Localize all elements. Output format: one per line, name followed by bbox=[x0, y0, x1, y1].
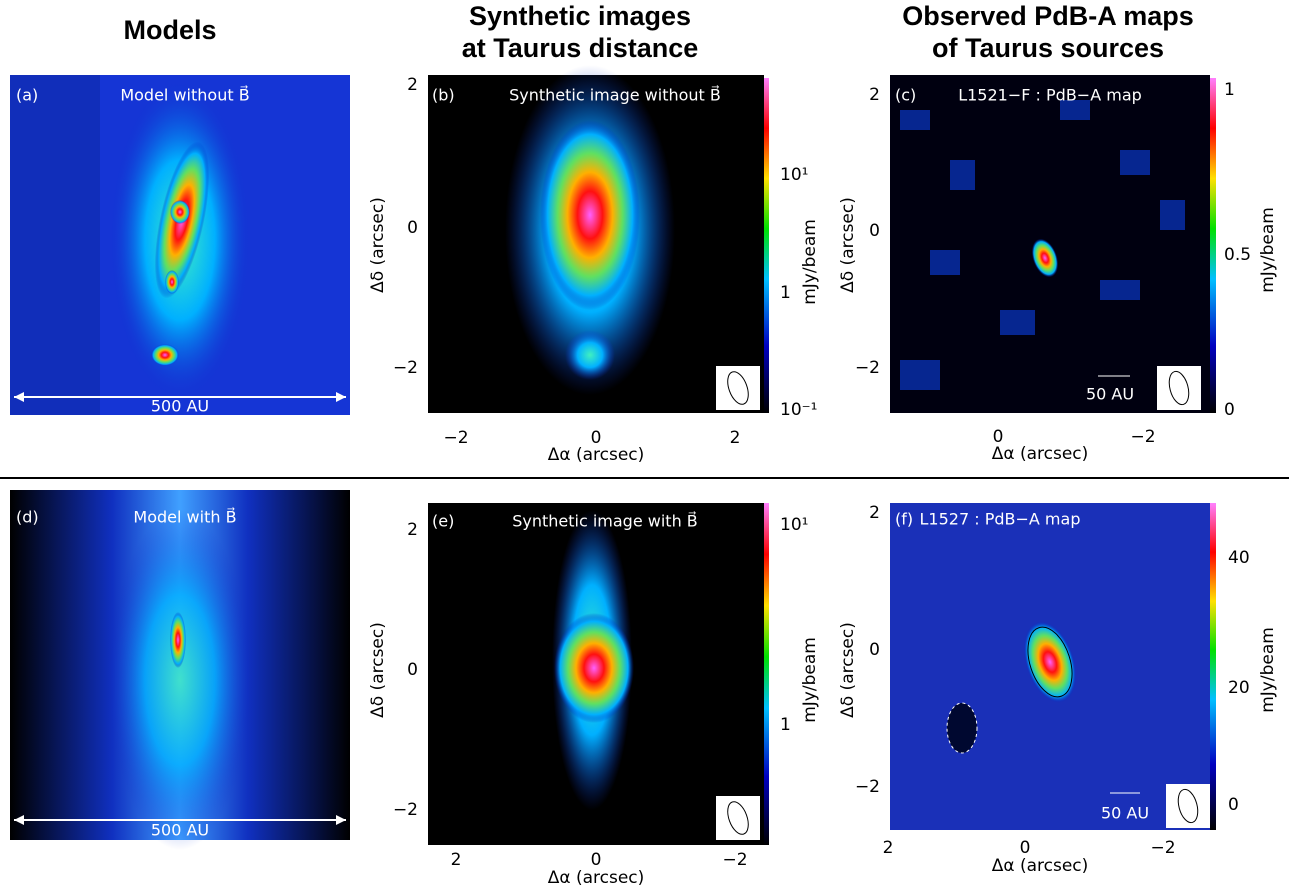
image-e-core bbox=[554, 613, 634, 723]
colorbar-label: mJy/beam bbox=[1258, 627, 1278, 713]
image-a-core bbox=[165, 270, 179, 294]
colorbar-tick-label: 0.5 bbox=[1224, 245, 1251, 265]
image-f-contour bbox=[946, 702, 978, 754]
scale-label: 500 AU bbox=[151, 397, 209, 416]
panel-label: (e) bbox=[432, 512, 454, 531]
y-tick-label: 2 bbox=[407, 75, 418, 95]
colorbar-tick-label: 1 bbox=[780, 715, 791, 735]
colorbar bbox=[1210, 78, 1216, 413]
x-tick-label: 2 bbox=[451, 850, 462, 870]
panel-title: Model with B⃗ bbox=[133, 507, 236, 527]
colorbar bbox=[764, 78, 769, 413]
colorbar-tick-label: 40 bbox=[1228, 548, 1250, 568]
y-tick-label: 2 bbox=[869, 85, 880, 105]
panel-label: (a) bbox=[16, 86, 38, 105]
y-tick-label: 2 bbox=[407, 520, 418, 540]
image-b-core bbox=[540, 120, 640, 310]
y-axis-label: Δδ (arcsec) bbox=[838, 622, 858, 718]
y-tick-label: 2 bbox=[869, 503, 880, 523]
x-tick-label: 2 bbox=[883, 838, 894, 858]
x-tick-label: 0 bbox=[591, 850, 602, 870]
scale-label: 50 AU bbox=[1101, 804, 1149, 823]
colorbar bbox=[1210, 503, 1216, 830]
panel-title: Synthetic image with B⃗ bbox=[512, 511, 698, 531]
beam-box bbox=[1157, 366, 1201, 410]
x-axis-label: Δα (arcsec) bbox=[992, 856, 1089, 876]
y-tick-label: −2 bbox=[855, 358, 880, 378]
scale-label: 50 AU bbox=[1086, 385, 1134, 404]
scale-label: 500 AU bbox=[151, 821, 209, 840]
colorbar-tick-label: 1 bbox=[780, 283, 791, 303]
column-title: Models bbox=[123, 15, 216, 45]
y-tick-label: 0 bbox=[869, 221, 880, 241]
image-c-source bbox=[1031, 238, 1059, 278]
panel-label: (f) bbox=[895, 510, 913, 529]
y-tick-label: 0 bbox=[407, 660, 418, 680]
y-tick-label: −2 bbox=[393, 358, 418, 378]
colorbar-label: mJy/beam bbox=[800, 219, 820, 305]
column-title: Observed PdB-A maps bbox=[902, 1, 1194, 31]
image-a-core bbox=[151, 344, 179, 366]
colorbar-label: mJy/beam bbox=[800, 637, 820, 723]
panel-label: (d) bbox=[16, 508, 39, 527]
x-tick-label: −2 bbox=[1130, 427, 1155, 447]
colorbar bbox=[764, 503, 769, 845]
beam bbox=[727, 371, 749, 405]
panel-label: (c) bbox=[895, 86, 916, 105]
image-b-blob bbox=[565, 330, 615, 380]
x-tick-label: 0 bbox=[1020, 838, 1031, 858]
image-f-hole bbox=[947, 703, 977, 753]
beam bbox=[1168, 370, 1190, 406]
panel-title: L1527 : PdB−A map bbox=[920, 510, 1081, 529]
panel-title: L1521−F : PdB−A map bbox=[958, 86, 1142, 105]
colorbar-tick-label: 10¹ bbox=[780, 165, 808, 185]
column-title: Synthetic images bbox=[469, 1, 691, 31]
x-tick-label: 0 bbox=[993, 427, 1004, 447]
colorbar-tick-label: 10⁻¹ bbox=[780, 400, 817, 420]
colorbar-tick-label: 1 bbox=[1224, 80, 1235, 100]
beam bbox=[727, 801, 749, 835]
column-title: at Taurus distance bbox=[462, 33, 699, 63]
y-tick-label: −2 bbox=[855, 777, 880, 797]
x-tick-label: −2 bbox=[1150, 838, 1175, 858]
image-d-core bbox=[170, 612, 186, 668]
y-tick-label: 0 bbox=[869, 640, 880, 660]
beam-box bbox=[1166, 784, 1210, 828]
y-axis-label: Δδ (arcsec) bbox=[368, 622, 388, 718]
y-axis-label: Δδ (arcsec) bbox=[368, 197, 388, 293]
colorbar-tick-label: 20 bbox=[1228, 678, 1250, 698]
colorbar-tick-label: 0 bbox=[1224, 400, 1235, 420]
x-axis-label: Δα (arcsec) bbox=[992, 444, 1089, 464]
image-d-envelope bbox=[110, 510, 250, 850]
panel-title: Synthetic image without B⃗ bbox=[509, 85, 721, 105]
colorbar-tick-label: 0 bbox=[1228, 795, 1239, 815]
y-axis-label: Δδ (arcsec) bbox=[838, 197, 858, 293]
y-tick-label: 0 bbox=[407, 218, 418, 238]
column-title: of Taurus sources bbox=[932, 33, 1164, 63]
colorbar-label: mJy/beam bbox=[1258, 207, 1278, 293]
image-f-source bbox=[1023, 621, 1077, 703]
panel-title: Model without B⃗ bbox=[120, 85, 249, 105]
image-a-core bbox=[170, 200, 190, 224]
x-tick-label: −2 bbox=[722, 850, 747, 870]
x-tick-label: 0 bbox=[591, 428, 602, 448]
x-axis-label: Δα (arcsec) bbox=[548, 868, 645, 888]
colorbar-tick-label: 10¹ bbox=[780, 515, 808, 535]
image-c-noise bbox=[900, 100, 1185, 390]
panel-label: (b) bbox=[432, 86, 455, 105]
image-f-contour bbox=[1027, 626, 1073, 698]
beam bbox=[1177, 788, 1199, 824]
image-a-shade bbox=[10, 75, 100, 415]
x-tick-label: 2 bbox=[730, 428, 741, 448]
y-tick-label: −2 bbox=[393, 800, 418, 820]
x-tick-label: −2 bbox=[443, 428, 468, 448]
x-axis-label: Δα (arcsec) bbox=[548, 445, 645, 465]
